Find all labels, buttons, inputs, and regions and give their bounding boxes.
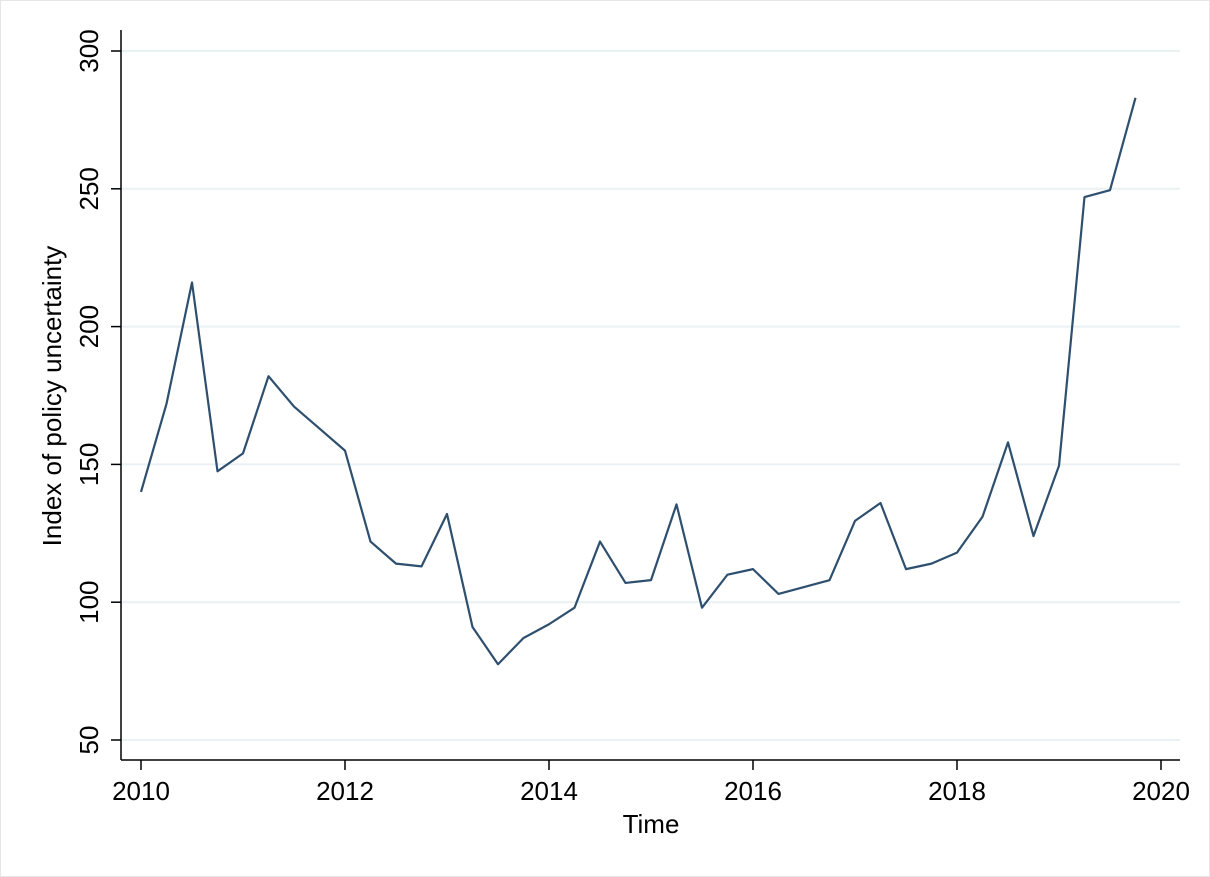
x-tick-label: 2020 bbox=[1132, 776, 1190, 806]
y-axis-label: Index of policy uncertainty bbox=[37, 246, 67, 547]
line-series bbox=[139, 97, 1137, 666]
y-tick-label: 200 bbox=[74, 305, 104, 348]
x-tick-label: 2016 bbox=[724, 776, 782, 806]
y-tick-label: 100 bbox=[74, 581, 104, 624]
x-tick-label: 2014 bbox=[520, 776, 578, 806]
y-tick-label: 250 bbox=[74, 167, 104, 210]
x-tick-label: 2018 bbox=[928, 776, 986, 806]
x-axis-label: Time bbox=[623, 809, 680, 839]
x-tick-label: 2012 bbox=[316, 776, 374, 806]
x-tick-label: 2010 bbox=[112, 776, 170, 806]
y-tick-label: 300 bbox=[74, 29, 104, 72]
y-tick-label: 50 bbox=[74, 726, 104, 755]
y-tick-label: 150 bbox=[74, 443, 104, 486]
